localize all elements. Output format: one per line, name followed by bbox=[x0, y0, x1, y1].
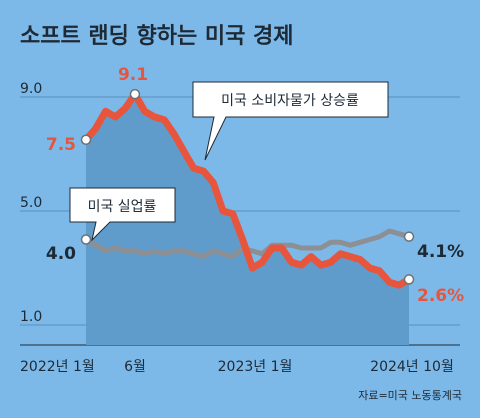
x-tick-label: 2022년 1월 bbox=[20, 359, 95, 375]
unemployment-callout-text: 미국 실업률 bbox=[88, 199, 157, 215]
y-tick-label: 1.0 bbox=[20, 309, 42, 325]
x-tick-label: 2023년 1월 bbox=[218, 359, 293, 375]
y-tick-label: 9.0 bbox=[20, 81, 42, 97]
cpi-peak-label: 9.1 bbox=[118, 65, 148, 85]
cpi-end-point bbox=[403, 274, 415, 285]
y-tick-label: 5.0 bbox=[20, 195, 42, 211]
cpi-peak-point bbox=[129, 88, 141, 100]
unemployment-start-point bbox=[80, 234, 92, 245]
data-points bbox=[80, 88, 415, 285]
cpi-callout-text: 미국 소비자물가 상승률 bbox=[221, 93, 359, 109]
x-tick-label: 2024년 10월 bbox=[370, 359, 454, 375]
y-axis-ticks: 9.0 5.0 1.0 bbox=[20, 81, 42, 325]
cpi-series-line bbox=[82, 90, 413, 289]
unemployment-callout: 미국 실업률 bbox=[69, 187, 176, 242]
chart-title: 소프트 랜딩 향하는 미국 경제 bbox=[20, 24, 294, 49]
unemployment-end-label: 4.1% bbox=[417, 242, 464, 262]
x-tick-label: 6월 bbox=[124, 359, 146, 375]
source-note: 자료=미국 노동통계국 bbox=[358, 389, 462, 402]
cpi-area-fill bbox=[86, 94, 409, 345]
cpi-start-label: 7.5 bbox=[46, 135, 76, 155]
cpi-start-point bbox=[80, 134, 92, 145]
unemployment-end-point bbox=[403, 231, 415, 242]
cpi-callout: 미국 소비자물가 상승률 bbox=[192, 81, 389, 161]
unemployment-start-label: 4.0 bbox=[46, 244, 76, 264]
cpi-end-label: 2.6% bbox=[417, 286, 464, 306]
